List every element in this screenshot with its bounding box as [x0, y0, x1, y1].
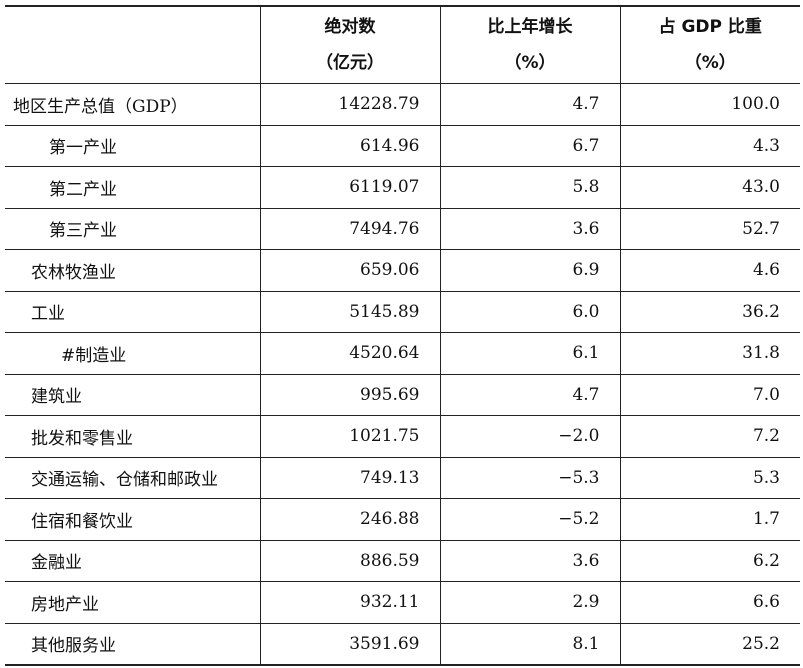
row-growth: 2.9 — [439, 581, 620, 624]
table-row: 地区生产总值（GDP） 14228.79 4.7 100.0 — [5, 83, 800, 126]
row-share: 43.0 — [619, 166, 800, 209]
gdp-table: 绝对数 （亿元） 比上年增长 （%） 占 GDP 比重 （%） 地区生产总值（G… — [5, 5, 800, 666]
table-row: #制造业 4520.64 6.1 31.8 — [5, 332, 800, 375]
row-growth: −5.3 — [439, 457, 620, 499]
row-label: 住宿和餐饮业 — [5, 498, 260, 541]
row-share: 4.6 — [619, 249, 800, 292]
header-growth-title: 比上年增长 — [487, 17, 573, 37]
row-growth: 3.6 — [439, 540, 620, 582]
row-absolute: 14228.79 — [259, 83, 440, 126]
header-growth-unit: （%） — [504, 53, 556, 73]
row-label: 第一产业 — [5, 125, 260, 167]
table-row: 第二产业 6119.07 5.8 43.0 — [5, 166, 800, 209]
row-share: 100.0 — [619, 83, 800, 126]
table-body: 地区生产总值（GDP） 14228.79 4.7 100.0 第一产业 614.… — [5, 83, 800, 666]
row-share: 5.3 — [619, 457, 800, 499]
row-absolute: 5145.89 — [259, 291, 440, 333]
row-label: 工业 — [5, 291, 260, 333]
table-row: 交通运输、仓储和邮政业 749.13 −5.3 5.3 — [5, 457, 800, 499]
row-growth: 5.8 — [439, 166, 620, 209]
row-label: 地区生产总值（GDP） — [5, 83, 260, 126]
table-row: 批发和零售业 1021.75 −2.0 7.2 — [5, 415, 800, 458]
row-absolute: 1021.75 — [259, 415, 440, 458]
row-share: 25.2 — [619, 623, 800, 666]
row-label: 批发和零售业 — [5, 415, 260, 458]
row-growth: 6.7 — [439, 125, 620, 167]
row-share: 52.7 — [619, 208, 800, 250]
table-row: 建筑业 995.69 4.7 7.0 — [5, 374, 800, 416]
row-absolute: 749.13 — [259, 457, 440, 499]
row-absolute: 614.96 — [259, 125, 440, 167]
row-label: 建筑业 — [5, 374, 260, 416]
table-header: 绝对数 （亿元） 比上年增长 （%） 占 GDP 比重 （%） — [5, 5, 800, 84]
header-share: 占 GDP 比重 （%） — [619, 5, 800, 84]
table-row: 第三产业 7494.76 3.6 52.7 — [5, 208, 800, 250]
row-growth: 4.7 — [439, 374, 620, 416]
row-absolute: 886.59 — [259, 540, 440, 582]
row-growth: 4.7 — [439, 83, 620, 126]
header-row: 绝对数 （亿元） 比上年增长 （%） 占 GDP 比重 （%） — [5, 5, 800, 84]
row-absolute: 659.06 — [259, 249, 440, 292]
row-share: 36.2 — [619, 291, 800, 333]
row-growth: 6.1 — [439, 332, 620, 375]
header-absolute-unit: （亿元） — [316, 53, 384, 73]
row-share: 7.0 — [619, 374, 800, 416]
table-row: 工业 5145.89 6.0 36.2 — [5, 291, 800, 333]
row-growth: 6.9 — [439, 249, 620, 292]
row-share: 7.2 — [619, 415, 800, 458]
row-absolute: 932.11 — [259, 581, 440, 624]
header-absolute: 绝对数 （亿元） — [259, 5, 440, 84]
row-growth: −5.2 — [439, 498, 620, 541]
header-category — [5, 5, 260, 84]
row-label: 第二产业 — [5, 166, 260, 209]
row-label: 房地产业 — [5, 581, 260, 624]
table-row: 房地产业 932.11 2.9 6.6 — [5, 581, 800, 624]
table-row: 第一产业 614.96 6.7 4.3 — [5, 125, 800, 167]
row-label: 农林牧渔业 — [5, 249, 260, 292]
row-share: 4.3 — [619, 125, 800, 167]
table-row: 其他服务业 3591.69 8.1 25.2 — [5, 623, 800, 666]
row-label: 金融业 — [5, 540, 260, 582]
row-share: 6.2 — [619, 540, 800, 582]
table-row: 农林牧渔业 659.06 6.9 4.6 — [5, 249, 800, 292]
row-share: 31.8 — [619, 332, 800, 375]
row-growth: 8.1 — [439, 623, 620, 666]
row-share: 6.6 — [619, 581, 800, 624]
row-share: 1.7 — [619, 498, 800, 541]
header-share-unit: （%） — [684, 53, 736, 73]
row-absolute: 6119.07 — [259, 166, 440, 209]
row-growth: 3.6 — [439, 208, 620, 250]
row-absolute: 246.88 — [259, 498, 440, 541]
header-share-title: 占 GDP 比重 — [658, 17, 762, 37]
table-row: 住宿和餐饮业 246.88 −5.2 1.7 — [5, 498, 800, 541]
row-growth: 6.0 — [439, 291, 620, 333]
row-label: 其他服务业 — [5, 623, 260, 666]
gdp-table-container: 绝对数 （亿元） 比上年增长 （%） 占 GDP 比重 （%） 地区生产总值（G… — [5, 5, 800, 666]
row-absolute: 3591.69 — [259, 623, 440, 666]
row-absolute: 7494.76 — [259, 208, 440, 250]
header-absolute-title: 绝对数 — [324, 17, 376, 37]
header-growth: 比上年增长 （%） — [439, 5, 620, 84]
table-row: 金融业 886.59 3.6 6.2 — [5, 540, 800, 582]
row-label: #制造业 — [5, 332, 260, 375]
row-absolute: 4520.64 — [259, 332, 440, 375]
row-absolute: 995.69 — [259, 374, 440, 416]
row-label: 第三产业 — [5, 208, 260, 250]
row-growth: −2.0 — [439, 415, 620, 458]
row-label: 交通运输、仓储和邮政业 — [5, 457, 260, 499]
